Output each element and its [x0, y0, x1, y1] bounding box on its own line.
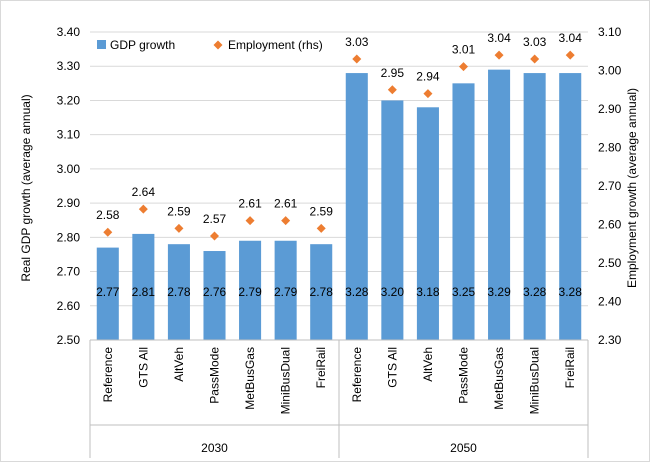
employment-value-label: 3.03	[523, 35, 547, 49]
y-right-tick-label: 2.90	[598, 102, 622, 116]
y-axis-left-title: Real GDP growth (average annual)	[19, 94, 33, 281]
y-right-tick-label: 2.80	[598, 141, 622, 155]
y-right-tick-label: 3.00	[598, 64, 622, 78]
employment-value-label: 2.58	[96, 208, 120, 222]
category-label: GTS All	[136, 347, 150, 388]
employment-value-label: 2.57	[203, 212, 227, 226]
gdp-value-label: 2.79	[238, 285, 262, 299]
category-label: AltVeh	[421, 347, 435, 382]
category-label: MiniBusDual	[279, 347, 293, 414]
gdp-value-label: 3.29	[487, 285, 511, 299]
gdp-value-label: 2.78	[310, 285, 334, 299]
y-left-tick-label: 2.90	[57, 196, 81, 210]
y-left-tick-label: 2.60	[57, 299, 81, 313]
gdp-value-label: 2.77	[96, 285, 120, 299]
employment-marker	[459, 62, 468, 71]
y-right-tick-label: 2.50	[598, 256, 622, 270]
category-label: MetBusGas	[243, 347, 257, 410]
employment-value-label: 3.04	[559, 31, 583, 45]
employment-marker	[495, 51, 504, 60]
y-left-tick-label: 2.70	[57, 265, 81, 279]
employment-value-label: 2.61	[274, 197, 298, 211]
gdp-value-label: 3.28	[523, 285, 547, 299]
gridlines	[90, 32, 588, 306]
employment-value-label: 3.01	[452, 43, 476, 57]
gdp-value-label: 2.79	[274, 285, 298, 299]
y-right-tick-label: 2.40	[598, 295, 622, 309]
legend-swatch-gdp	[97, 40, 106, 49]
employment-marker	[317, 224, 326, 233]
employment-marker	[246, 216, 255, 225]
category-label: Reference	[101, 347, 115, 403]
y-right-tick-label: 2.70	[598, 179, 622, 193]
category-label: MiniBusDual	[528, 347, 542, 414]
employment-value-label: 2.64	[132, 185, 156, 199]
employment-marker	[174, 224, 183, 233]
employment-value-label: 2.94	[416, 70, 440, 84]
y-axis-right-title: Employment growth (average annual)	[625, 88, 639, 288]
y-left-tick-label: 3.00	[57, 162, 81, 176]
gdp-bar	[524, 73, 546, 340]
legend: GDP growth Employment (rhs)	[97, 38, 323, 52]
y-left-tick-label: 3.20	[57, 93, 81, 107]
employment-marker	[103, 228, 112, 237]
employment-marker	[352, 54, 361, 63]
legend-swatch-employment	[214, 41, 223, 50]
legend-label-gdp: GDP growth	[110, 38, 175, 52]
gdp-bar	[381, 100, 403, 340]
gdp-bar	[346, 73, 368, 340]
group-label: 2030	[201, 441, 228, 455]
y-left-tick-label: 3.40	[57, 25, 81, 39]
employment-value-label: 3.03	[345, 35, 369, 49]
employment-marker	[281, 216, 290, 225]
category-label: Reference	[350, 347, 364, 403]
gdp-value-label: 3.18	[416, 285, 440, 299]
gdp-value-label: 3.25	[452, 285, 476, 299]
gdp-value-label: 3.28	[345, 285, 369, 299]
employment-value-label: 2.59	[310, 204, 334, 218]
employment-value-label: 2.59	[167, 204, 191, 218]
employment-marker	[139, 205, 148, 214]
gdp-value-label: 2.78	[167, 285, 191, 299]
category-label: FreiRail	[563, 347, 577, 388]
employment-marker	[530, 54, 539, 63]
employment-value-label: 2.61	[238, 197, 262, 211]
category-label: PassMode	[457, 347, 471, 404]
y-right-tick-label: 3.10	[598, 25, 622, 39]
employment-value-label: 2.95	[381, 66, 405, 80]
gdp-bar	[417, 107, 439, 340]
gdp-value-label: 3.20	[381, 285, 405, 299]
employment-marker	[566, 51, 575, 60]
gdp-bar	[559, 73, 581, 340]
category-label: FreiRail	[314, 347, 328, 388]
legend-label-employment: Employment (rhs)	[228, 38, 323, 52]
y-left-tick-label: 3.10	[57, 128, 81, 142]
gdp-value-label: 2.81	[132, 285, 156, 299]
category-label: AltVeh	[172, 347, 186, 382]
employment-marker	[388, 85, 397, 94]
gdp-value-label: 3.28	[559, 285, 583, 299]
category-label: PassMode	[208, 347, 222, 404]
gdp-bar	[488, 70, 510, 340]
y-right-tick-label: 2.60	[598, 218, 622, 232]
y-left-tick-label: 3.30	[57, 59, 81, 73]
employment-marker	[423, 89, 432, 98]
employment-value-label: 3.04	[487, 31, 511, 45]
category-label: GTS All	[385, 347, 399, 388]
gdp-bar	[452, 83, 474, 340]
y-left-tick-label: 2.80	[57, 230, 81, 244]
gdp-value-label: 2.76	[203, 285, 227, 299]
category-label: MetBusGas	[492, 347, 506, 410]
employment-marker	[210, 232, 219, 241]
y-left-tick-label: 2.50	[57, 333, 81, 347]
y-right-tick-label: 2.30	[598, 333, 622, 347]
group-label: 2050	[450, 441, 477, 455]
